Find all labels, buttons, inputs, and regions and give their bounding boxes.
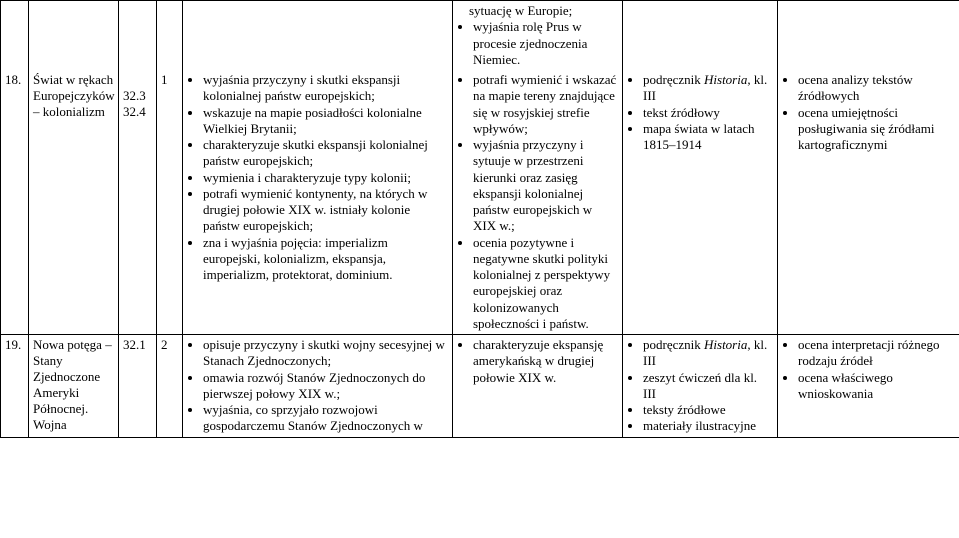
mid-list-cont2: wyjaśnia rolę Prus w procesie zjednoczen… bbox=[457, 19, 618, 68]
cell-eval-18: ocena analizy tekstów źródłowych ocena u… bbox=[778, 70, 959, 335]
list-item: ocena analizy tekstów źródłowych bbox=[798, 72, 955, 105]
cell-main-19: opisuje przyczyny i skutki wojny secesyj… bbox=[183, 335, 453, 438]
list-item: ocena właściwego wnioskowania bbox=[798, 370, 955, 403]
list-item: ocena umiejętności posługiwania się źród… bbox=[798, 105, 955, 154]
table-row-19: 19. Nowa potęga – Stany Zjednoczone Amer… bbox=[1, 335, 959, 438]
list-item: podręcznik Historia, kl. III bbox=[643, 72, 773, 105]
cell-eval-19: ocena interpretacji różnego rodzaju źród… bbox=[778, 335, 959, 438]
main-list-18: wyjaśnia przyczyny i skutki ekspansji ko… bbox=[187, 72, 448, 283]
cell-res-18: podręcznik Historia, kl. III tekst źródł… bbox=[623, 70, 778, 335]
cell-res-cont bbox=[623, 1, 778, 71]
table-row-18: 18. Świat w rękach Europejczyków – kolon… bbox=[1, 70, 959, 335]
cell-mid-19: charakteryzuje ekspansję amerykańską w d… bbox=[453, 335, 623, 438]
eval-list-19: ocena interpretacji różnego rodzaju źród… bbox=[782, 337, 955, 402]
topic-text: Nowa potęga – Stany Zjednoczone Ameryki … bbox=[33, 337, 112, 432]
list-item: mapa świata w latach 1815–1914 bbox=[643, 121, 773, 154]
list-item: tekst źródłowy bbox=[643, 105, 773, 121]
cell-mid-18: potrafi wymienić i wskazać na mapie tere… bbox=[453, 70, 623, 335]
list-item: charakteryzuje ekspansję amerykańską w d… bbox=[473, 337, 618, 386]
mid-item: wyjaśnia rolę Prus w procesie zjednoczen… bbox=[473, 19, 618, 68]
list-item: opisuje przyczyny i skutki wojny secesyj… bbox=[203, 337, 448, 370]
cell-a-19: 32.1 bbox=[119, 335, 157, 438]
list-item: omawia rozwój Stanów Zjednoczonych do pi… bbox=[203, 370, 448, 403]
list-item: charakteryzuje skutki ekspansji kolonial… bbox=[203, 137, 448, 170]
eval-list-18: ocena analizy tekstów źródłowych ocena u… bbox=[782, 72, 955, 153]
row-number: 19. bbox=[5, 337, 21, 352]
list-item: materiały ilustracyjne bbox=[643, 418, 773, 434]
cell-num-19: 19. bbox=[1, 335, 29, 438]
cell-main-18: wyjaśnia przyczyny i skutki ekspansji ko… bbox=[183, 70, 453, 335]
cell-eval-cont bbox=[778, 1, 959, 71]
mid-list-19: charakteryzuje ekspansję amerykańską w d… bbox=[457, 337, 618, 386]
cell-b-cont bbox=[157, 1, 183, 71]
cell-a-cont bbox=[119, 1, 157, 71]
res-list-19: podręcznik Historia, kl. III zeszyt ćwic… bbox=[627, 337, 773, 435]
list-item: potrafi wymienić kontynenty, na których … bbox=[203, 186, 448, 235]
code-a: 32.1 bbox=[123, 337, 146, 352]
list-item: wyjaśnia przyczyny i sytuuje w przestrze… bbox=[473, 137, 618, 235]
cell-res-19: podręcznik Historia, kl. III zeszyt ćwic… bbox=[623, 335, 778, 438]
cell-b-19: 2 bbox=[157, 335, 183, 438]
code-b: 2 bbox=[161, 337, 168, 352]
cell-a-18: 32.3 32.4 bbox=[119, 70, 157, 335]
list-item: ocenia pozytywne i negatywne skutki poli… bbox=[473, 235, 618, 333]
list-item: wyjaśnia przyczyny i skutki ekspansji ko… bbox=[203, 72, 448, 105]
res-list-18: podręcznik Historia, kl. III tekst źródł… bbox=[627, 72, 773, 153]
list-item: podręcznik Historia, kl. III bbox=[643, 337, 773, 370]
cell-mid-cont: sytuację w Europie; wyjaśnia rolę Prus w… bbox=[453, 1, 623, 71]
list-item: zna i wyjaśnia pojęcia: imperializm euro… bbox=[203, 235, 448, 284]
list-item: wskazuje na mapie posiadłości kolonialne… bbox=[203, 105, 448, 138]
topic-text: Świat w rękach Europejczyków – koloniali… bbox=[33, 72, 115, 119]
res-text: podręcznik Historia, kl. III bbox=[643, 337, 767, 368]
main-list-19: opisuje przyczyny i skutki wojny secesyj… bbox=[187, 337, 448, 435]
list-item: potrafi wymienić i wskazać na mapie tere… bbox=[473, 72, 618, 137]
list-item: teksty źródłowe bbox=[643, 402, 773, 418]
row-number: 18. bbox=[5, 72, 21, 87]
mid-list-18: potrafi wymienić i wskazać na mapie tere… bbox=[457, 72, 618, 332]
mid-list-cont: sytuację w Europie; bbox=[457, 3, 618, 19]
cell-main-cont bbox=[183, 1, 453, 71]
cell-b-18: 1 bbox=[157, 70, 183, 335]
code-a: 32.3 32.4 bbox=[123, 88, 146, 119]
mid-item: sytuację w Europie; bbox=[469, 3, 618, 19]
row-continuation: sytuację w Europie; wyjaśnia rolę Prus w… bbox=[1, 1, 959, 71]
list-item: ocena interpretacji różnego rodzaju źród… bbox=[798, 337, 955, 370]
cell-num-18: 18. bbox=[1, 70, 29, 335]
curriculum-table: sytuację w Europie; wyjaśnia rolę Prus w… bbox=[0, 0, 959, 438]
cell-topic-cont bbox=[29, 1, 119, 71]
cell-topic-19: Nowa potęga – Stany Zjednoczone Ameryki … bbox=[29, 335, 119, 438]
list-item: wymienia i charakteryzuje typy kolonii; bbox=[203, 170, 448, 186]
list-item: zeszyt ćwiczeń dla kl. III bbox=[643, 370, 773, 403]
code-b: 1 bbox=[161, 72, 168, 87]
cell-topic-18: Świat w rękach Europejczyków – koloniali… bbox=[29, 70, 119, 335]
cell-num-cont bbox=[1, 1, 29, 71]
res-text: podręcznik Historia, kl. III bbox=[643, 72, 767, 103]
list-item: wyjaśnia, co sprzyjało rozwojowi gospoda… bbox=[203, 402, 448, 435]
